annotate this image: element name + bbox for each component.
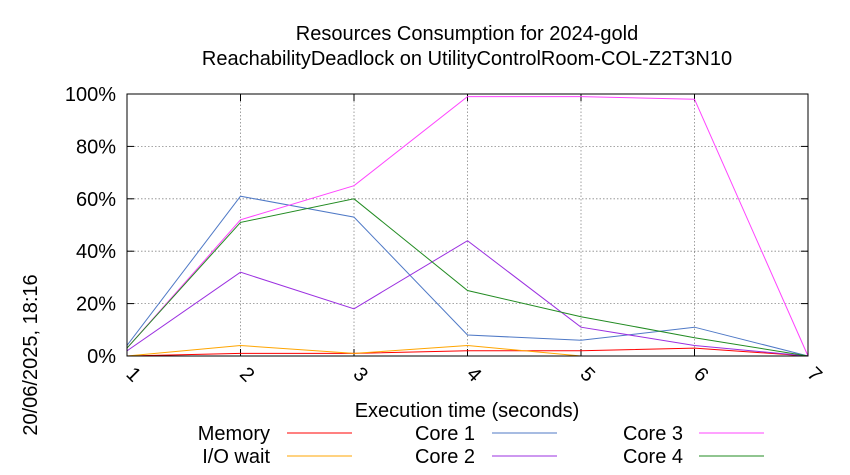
series-line-core-3 — [126, 96, 809, 357]
y-tick-label: 60% — [76, 189, 116, 211]
y-axis: 0% 20% 40% 60% 80% 100% — [65, 84, 808, 368]
legend-label-core-1: Core 1 — [415, 423, 475, 445]
legend-label-core-2: Core 2 — [415, 446, 475, 468]
y-tick-label: 0% — [87, 346, 116, 368]
chart-title: Resources Consumption for 2024-gold — [296, 23, 638, 45]
plot-frame — [126, 93, 809, 357]
series-lines — [126, 96, 809, 357]
y-tick-label: 100% — [65, 84, 116, 106]
x-tick-label: 6 — [689, 363, 712, 386]
series-line-core-1 — [126, 195, 809, 357]
chart-subtitle: ReachabilityDeadlock on UtilityControlRo… — [202, 48, 732, 70]
x-axis: 1 2 3 4 5 6 7 — [122, 94, 826, 386]
y-tick-label: 20% — [76, 294, 116, 316]
series-line-core-2 — [126, 240, 809, 357]
legend-label-i-o-wait: I/O wait — [202, 446, 270, 468]
legend-label-core-4: Core 4 — [623, 446, 683, 468]
series-line-core-4 — [126, 198, 809, 357]
y-tick-label: 80% — [76, 136, 116, 158]
grid-lines — [126, 93, 809, 357]
x-tick-label: 7 — [803, 363, 826, 386]
x-tick-label: 2 — [235, 363, 258, 386]
y-tick-label: 40% — [76, 241, 116, 263]
timestamp-label: 20/06/2025, 18:16 — [20, 274, 42, 435]
x-tick-label: 1 — [122, 363, 145, 386]
x-tick-label: 4 — [462, 363, 485, 386]
x-axis-label: Execution time (seconds) — [355, 400, 580, 422]
x-tick-label: 5 — [576, 363, 599, 386]
legend-label-memory: Memory — [198, 423, 270, 445]
legend-label-core-3: Core 3 — [623, 423, 683, 445]
series-line-memory — [126, 347, 809, 357]
x-tick-label: 3 — [349, 363, 372, 386]
